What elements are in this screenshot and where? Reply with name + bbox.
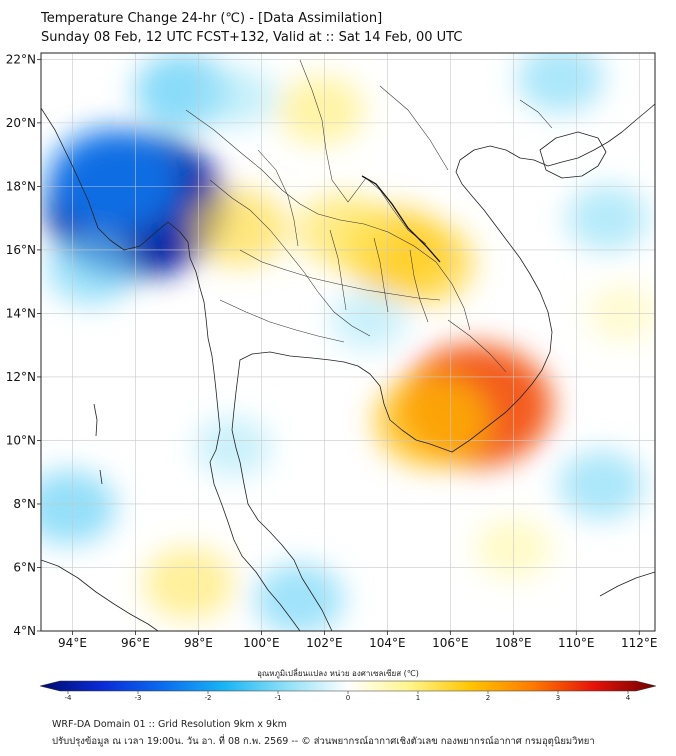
hainan-island — [539, 131, 607, 179]
lat-tick-label: 10°N — [6, 433, 36, 447]
anomaly-blob-10 — [195, 416, 272, 478]
colorbar-tick-label: 3 — [556, 694, 560, 702]
colorbar-ticks: -4 -3 -2 -1 0 1 2 3 4 — [65, 691, 631, 702]
anomaly-blob-7 — [558, 450, 645, 520]
anomaly-blob-16 — [296, 193, 391, 269]
colorbar-tick-label: -3 — [135, 694, 142, 702]
colorbar-tick-label: 2 — [486, 694, 490, 702]
lon-tick-label: 102°E — [306, 636, 343, 650]
lon-tick-label: 98°E — [184, 636, 213, 650]
colorbar-label: อุณหภูมิเปลี่ยนแปลง หน่วย องศาเซลเซียส (… — [257, 669, 419, 678]
lon-tick-label: 96°E — [121, 636, 150, 650]
lat-tick-label: 4°N — [13, 624, 36, 638]
mekong-border — [361, 175, 441, 263]
lat-tick-label: 8°N — [13, 497, 36, 511]
gridlines — [41, 53, 655, 631]
colorbar-tick-label: -4 — [65, 694, 73, 702]
peninsula-east — [235, 447, 333, 631]
lon-tick-label: 100°E — [243, 636, 280, 650]
province-borders — [185, 59, 553, 373]
anomaly-blob-19 — [143, 547, 234, 620]
myanmar-coast — [41, 107, 221, 463]
anomaly-blob-15 — [369, 221, 474, 305]
anomaly-blob-8 — [41, 469, 117, 545]
longitude-axis: 94°E 96°E 98°E 100°E 102°E 104°E 106°E 108°E 110… — [58, 631, 658, 650]
lat-tick-label: 18°N — [6, 179, 36, 193]
lat-tick-label: 6°N — [13, 560, 36, 574]
latitude-axis: 4°N 6°N 8°N 10°N 12°N 14°N 16°N 18°N 20°N 22°N — [6, 52, 41, 638]
borneo-coast — [599, 571, 655, 597]
andaman-islands — [93, 403, 103, 485]
anomaly-blob-6 — [566, 184, 650, 252]
temperature-field — [41, 53, 655, 631]
peninsula-west — [209, 461, 301, 631]
vietnam-coast — [429, 145, 553, 453]
lat-tick-label: 20°N — [6, 116, 36, 130]
anomaly-blob-11 — [330, 289, 407, 351]
colorbar-tick-label: 0 — [346, 694, 350, 702]
map-subtitle: Sunday 08 Feb, 12 UTC FCST+132, Valid at… — [41, 30, 463, 45]
anomaly-blob-9 — [254, 563, 345, 631]
map-frame — [40, 52, 656, 632]
map-title: Temperature Change 24-hr (℃) - [Data Ass… — [41, 11, 383, 26]
lon-tick-label: 94°E — [58, 636, 87, 650]
china-coast — [547, 103, 655, 167]
lat-tick-label: 14°N — [6, 306, 36, 320]
anomaly-blob-3 — [46, 232, 137, 305]
anomaly-blob-5 — [517, 53, 604, 113]
lon-tick-label: 110°E — [558, 636, 595, 650]
coastlines — [41, 103, 655, 631]
anomaly-blob-17 — [190, 188, 288, 267]
anomaly-blob-4 — [201, 67, 278, 128]
colorbar-tick-label: -1 — [275, 694, 282, 702]
footer-credit: ปรับปรุงข้อมูล ณ เวลา 19:00น. วัน อา. ที… — [52, 736, 595, 747]
lat-tick-label: 12°N — [6, 370, 36, 384]
anomaly-blob-13 — [374, 375, 489, 468]
lat-tick-label: 16°N — [6, 243, 36, 257]
lon-tick-label: 106°E — [432, 636, 469, 650]
lon-tick-label: 108°E — [495, 636, 532, 650]
lat-tick-label: 22°N — [6, 52, 36, 66]
footer-grid-info: WRF-DA Domain 01 :: Grid Resolution 9km … — [52, 719, 287, 730]
anomaly-blob-18 — [277, 75, 365, 145]
colorbar-tick-label: -2 — [205, 694, 212, 702]
gulf-of-thailand-coast — [231, 351, 431, 449]
lon-tick-label: 104°E — [369, 636, 406, 650]
sumatra-coast — [41, 559, 159, 631]
colorbar — [39, 680, 657, 692]
colorbar-tick-label: 4 — [626, 694, 631, 702]
lon-tick-label: 112°E — [621, 636, 658, 650]
colorbar-tick-label: 1 — [416, 694, 420, 702]
anomaly-blob-1 — [47, 127, 180, 233]
